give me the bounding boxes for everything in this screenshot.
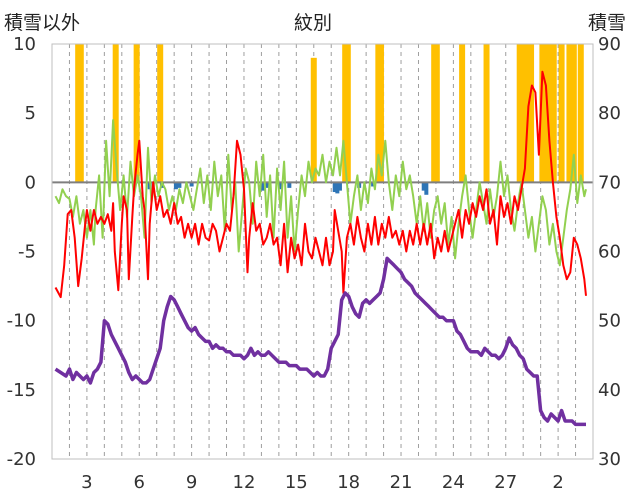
- bar-negative: [261, 182, 266, 191]
- x-tick-label: 6: [134, 472, 145, 493]
- y-tick-right-label: 70: [598, 172, 621, 193]
- bar-positive: [542, 44, 549, 183]
- bar-positive: [523, 44, 530, 183]
- bar-negative: [337, 182, 342, 191]
- bar-negative: [421, 182, 426, 191]
- bar-positive: [459, 44, 466, 183]
- bar-positive: [558, 44, 565, 183]
- bar-positive: [310, 57, 317, 183]
- x-tick-label: 21: [390, 472, 413, 493]
- left-axis-title: 積雪以外: [4, 12, 81, 34]
- bar-positive: [577, 44, 584, 183]
- bar-positive: [112, 44, 119, 183]
- bar-negative: [287, 182, 292, 188]
- series-line-green: [54, 119, 587, 267]
- bar-positive: [550, 44, 557, 183]
- y-tick-right-label: 80: [598, 103, 621, 124]
- y-tick-right-label: 90: [598, 34, 621, 55]
- bar-positive: [520, 44, 527, 183]
- x-tick-label: 3: [81, 472, 92, 493]
- positive-bars: [75, 44, 584, 183]
- y-tick-left-label: -5: [18, 242, 36, 263]
- series-line-red: [54, 70, 587, 299]
- y-tick-right-label: 50: [598, 311, 621, 332]
- bar-positive: [133, 44, 140, 183]
- x-tick-label: 15: [285, 472, 308, 493]
- bar-positive: [483, 44, 490, 183]
- bar-negative: [173, 182, 178, 190]
- chart-title: 紋別: [294, 12, 333, 34]
- bar-positive: [516, 44, 523, 183]
- bar-negative: [335, 182, 340, 194]
- bar-positive: [344, 44, 351, 183]
- y-tick-left-label: 10: [13, 34, 36, 55]
- bar-negative: [332, 182, 337, 193]
- bar-positive: [566, 44, 573, 183]
- y-tick-left-label: -10: [7, 311, 36, 332]
- x-tick-label: 18: [337, 472, 360, 493]
- x-tick-label: 12: [233, 472, 256, 493]
- x-tick-label: 2: [552, 472, 563, 493]
- bar-negative: [424, 182, 429, 195]
- y-tick-left-label: 5: [25, 103, 36, 124]
- bar-negative: [177, 182, 182, 188]
- bar-positive: [157, 44, 164, 183]
- bar-negative: [278, 182, 283, 190]
- bar-positive: [377, 44, 384, 183]
- bar-positive: [433, 44, 440, 183]
- y-tick-right-label: 40: [598, 380, 621, 401]
- grid-lines: [68, 44, 577, 459]
- bar-negative: [264, 182, 269, 188]
- x-tick-label: 9: [186, 472, 197, 493]
- bar-positive: [539, 44, 546, 183]
- bar-positive: [77, 44, 84, 183]
- bar-negative: [189, 182, 194, 187]
- y-tick-left-label: 0: [25, 172, 36, 193]
- series-lines: [54, 70, 587, 427]
- y-tick-left-label: -15: [7, 380, 36, 401]
- x-tick-label: 27: [494, 472, 517, 493]
- bar-positive: [528, 44, 535, 183]
- y-tick-right-label: 30: [598, 449, 621, 470]
- bar-positive: [547, 44, 554, 183]
- x-tick-label: 24: [442, 472, 465, 493]
- right-axis-title: 積雪: [588, 12, 627, 34]
- bar-positive: [570, 44, 577, 183]
- y-tick-right-label: 60: [598, 242, 621, 263]
- plot-area-border: [51, 43, 594, 460]
- y-tick-left-label: -20: [7, 449, 36, 470]
- series-line-purple: [54, 256, 586, 427]
